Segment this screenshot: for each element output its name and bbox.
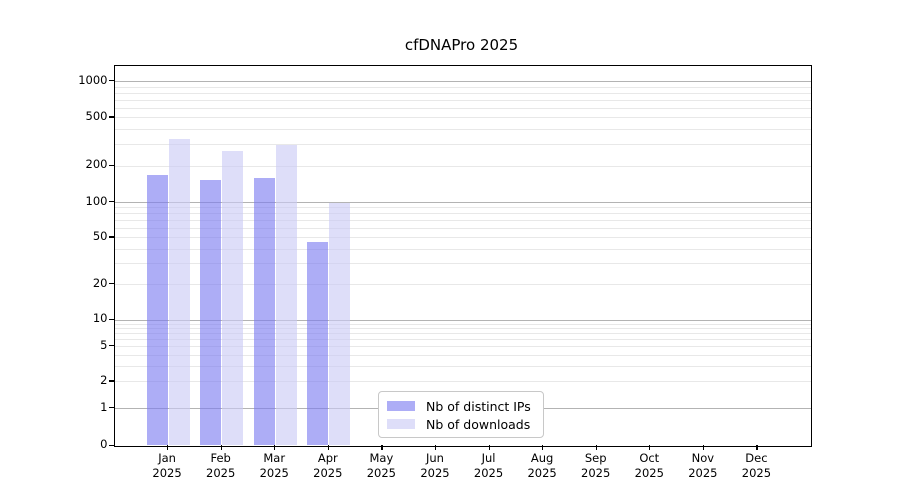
gridline-minor-800 bbox=[114, 92, 811, 94]
y-tick-label-1000: 1000 bbox=[78, 72, 108, 87]
x-tick-label-jan: Jan 2025 bbox=[152, 450, 182, 480]
gridline-minor-4 bbox=[114, 354, 811, 356]
gridline-minor-7 bbox=[114, 333, 811, 335]
gridline-minor-5 bbox=[114, 346, 811, 348]
y-tick-label-10: 10 bbox=[92, 311, 108, 325]
legend-item-downloads: Nb of downloads bbox=[387, 416, 534, 432]
bar-nb-of-distinct-ips-jan bbox=[146, 175, 168, 446]
x-tick-mark-oct bbox=[649, 444, 651, 450]
y-tick-label-1: 1 bbox=[100, 399, 108, 414]
y-tick-label-500: 500 bbox=[85, 108, 108, 123]
x-tick-label-sep: Sep 2025 bbox=[581, 450, 611, 480]
gridline-major-100 bbox=[114, 202, 811, 203]
bar-nb-of-downloads-jan bbox=[168, 138, 190, 446]
x-tick-mark-aug bbox=[542, 444, 544, 450]
gridline-minor-300 bbox=[114, 144, 811, 146]
y-tick-mark-500 bbox=[108, 116, 114, 118]
plot-area bbox=[113, 65, 812, 447]
gridline-minor-400 bbox=[114, 129, 811, 131]
x-tick-label-nov: Nov 2025 bbox=[688, 450, 718, 480]
gridline-minor-8 bbox=[114, 328, 811, 330]
y-tick-label-2: 2 bbox=[100, 372, 108, 387]
x-tick-mark-apr bbox=[327, 444, 329, 450]
y-tick-mark-100 bbox=[108, 201, 114, 203]
x-tick-label-feb: Feb 2025 bbox=[206, 450, 236, 480]
x-tick-mark-sep bbox=[595, 444, 597, 450]
x-tick-label-jul: Jul 2025 bbox=[473, 450, 504, 480]
gridline-minor-600 bbox=[114, 107, 811, 109]
legend-label-downloads: Nb of downloads bbox=[426, 416, 531, 432]
gridline-minor-20 bbox=[114, 284, 811, 286]
gridline-major-1000 bbox=[114, 81, 811, 82]
bar-nb-of-distinct-ips-apr bbox=[307, 241, 329, 446]
legend-swatch-distinct-ips-icon bbox=[387, 401, 415, 411]
x-tick-mark-may bbox=[381, 444, 383, 450]
gridline-minor-2 bbox=[114, 381, 811, 383]
y-tick-mark-50 bbox=[108, 236, 114, 238]
y-tick-label-200: 200 bbox=[85, 157, 108, 172]
x-tick-mark-jun bbox=[434, 444, 437, 450]
x-tick-label-aug: Aug 2025 bbox=[527, 450, 557, 480]
x-tick-label-jun: Jun 2025 bbox=[420, 450, 450, 480]
bar-nb-of-distinct-ips-feb bbox=[200, 179, 222, 446]
gridline-minor-700 bbox=[114, 99, 811, 101]
y-tick-label-100: 100 bbox=[85, 193, 108, 208]
bar-nb-of-distinct-ips-mar bbox=[253, 177, 275, 446]
bar-nb-of-downloads-mar bbox=[275, 145, 297, 446]
y-tick-mark-10 bbox=[108, 318, 114, 320]
legend-item-distinct-ips: Nb of distinct IPs bbox=[387, 398, 534, 414]
x-tick-label-dec: Dec 2025 bbox=[741, 450, 772, 480]
chart-title: cfDNAPro 2025 bbox=[404, 36, 519, 54]
y-tick-mark-1000 bbox=[108, 80, 114, 82]
y-tick-label-20: 20 bbox=[92, 275, 108, 290]
y-tick-mark-1 bbox=[108, 407, 114, 409]
x-tick-mark-nov bbox=[702, 444, 705, 450]
y-tick-mark-2 bbox=[108, 380, 114, 382]
gridline-minor-9 bbox=[114, 323, 811, 325]
y-tick-mark-200 bbox=[108, 164, 114, 166]
y-tick-label-0: 0 bbox=[100, 437, 108, 451]
y-tick-label-50: 50 bbox=[92, 228, 108, 243]
x-tick-label-oct: Oct 2025 bbox=[634, 450, 664, 480]
bar-nb-of-downloads-apr bbox=[329, 203, 351, 446]
gridline-minor-60 bbox=[114, 228, 811, 230]
x-tick-label-apr: Apr 2025 bbox=[313, 450, 343, 480]
x-tick-mark-jan bbox=[167, 444, 169, 450]
legend-label-distinct-ips: Nb of distinct IPs bbox=[426, 398, 531, 414]
x-tick-mark-dec bbox=[756, 444, 758, 450]
x-tick-mark-feb bbox=[220, 444, 222, 450]
bar-nb-of-downloads-feb bbox=[222, 150, 244, 446]
gridline-minor-50 bbox=[114, 237, 811, 239]
x-tick-mark-jul bbox=[488, 444, 490, 450]
gridline-minor-6 bbox=[114, 339, 811, 341]
y-tick-label-5: 5 bbox=[100, 337, 108, 352]
x-tick-mark-mar bbox=[274, 444, 276, 450]
y-tick-mark-5 bbox=[108, 345, 114, 347]
x-tick-label-mar: Mar 2025 bbox=[259, 450, 289, 480]
legend-swatch-downloads-icon bbox=[387, 419, 415, 429]
gridline-minor-900 bbox=[114, 86, 811, 88]
gridline-minor-90 bbox=[114, 207, 811, 209]
y-tick-mark-20 bbox=[108, 283, 114, 285]
gridline-minor-500 bbox=[114, 117, 811, 119]
gridline-minor-80 bbox=[114, 213, 811, 215]
legend: Nb of distinct IPs Nb of downloads bbox=[378, 391, 544, 438]
y-tick-mark-0 bbox=[108, 444, 114, 446]
gridline-minor-200 bbox=[114, 165, 811, 167]
gridline-minor-3 bbox=[114, 365, 811, 367]
x-tick-label-may: May 2025 bbox=[366, 450, 397, 480]
gridline-major-10 bbox=[114, 319, 811, 321]
gridline-minor-70 bbox=[114, 220, 811, 222]
gridline-minor-40 bbox=[114, 248, 811, 250]
gridline-minor-30 bbox=[114, 263, 811, 265]
